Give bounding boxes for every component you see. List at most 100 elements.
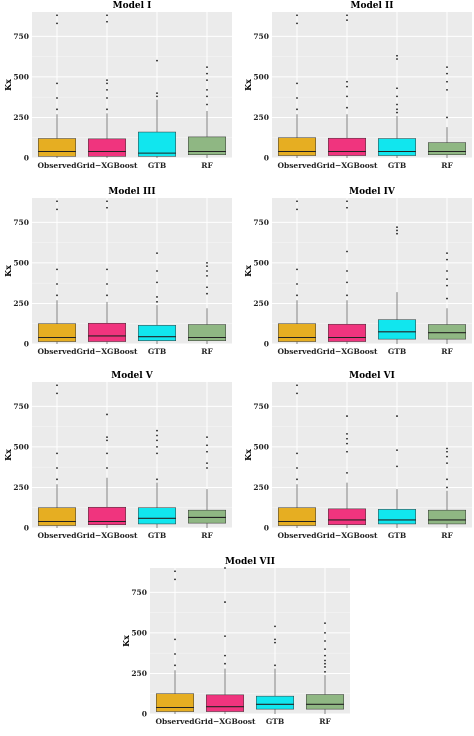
outlier-point — [346, 80, 348, 83]
outlier-point — [206, 261, 208, 264]
chart-title: Model III — [108, 187, 155, 197]
y-tick-label: 500 — [13, 442, 29, 451]
outlier-point — [106, 200, 108, 203]
outlier-point — [156, 252, 158, 255]
outlier-point — [324, 631, 326, 634]
y-tick-label: 0 — [264, 524, 269, 533]
x-tick-label: GTB — [148, 531, 166, 540]
outlier-point — [396, 232, 398, 235]
outlier-point — [174, 570, 176, 573]
outlier-point — [446, 252, 448, 255]
box-3 — [428, 252, 466, 344]
chart-title: Model VII — [225, 557, 275, 567]
outlier-point — [396, 95, 398, 98]
y-axis-label: Kx — [243, 265, 253, 277]
x-tick-label: GTB — [388, 531, 406, 540]
outlier-point — [156, 478, 158, 481]
outlier-point — [324, 654, 326, 657]
y-tick-label: 500 — [253, 72, 269, 81]
outlier-point — [156, 429, 158, 432]
outlier-point — [156, 281, 158, 284]
x-tick-label: Grid−XGBoost — [77, 531, 139, 540]
x-tick-label: GTB — [266, 717, 284, 726]
box-0 — [278, 200, 316, 344]
outlier-point — [446, 450, 448, 453]
outlier-point — [324, 670, 326, 673]
y-tick-label: 250 — [13, 483, 29, 492]
box-2 — [138, 59, 176, 158]
outlier-point — [224, 567, 226, 569]
box-body — [328, 137, 366, 156]
box-body — [378, 319, 416, 340]
box-body — [188, 136, 226, 156]
x-tick-label: Grid−XGBoost — [317, 161, 379, 170]
boxplot-svg: 0 250 500 750 Observed Grid−XGBoost GTB RF Kx Mod… — [243, 187, 472, 356]
outlier-point — [446, 66, 448, 69]
outlier-point — [206, 292, 208, 295]
outlier-point — [106, 283, 108, 285]
outlier-point — [156, 296, 158, 298]
boxplot-svg: 0 250 500 750 Observed Grid−XGBoost GTB RF Kx Mod… — [3, 371, 232, 540]
box-body — [428, 142, 466, 156]
panel-model-iii: 0 250 500 750 Observed Grid−XGBoost GTB RF Kx Mod… — [0, 186, 236, 366]
outlier-point — [106, 294, 108, 297]
outlier-point — [296, 478, 298, 481]
box-body — [378, 509, 416, 525]
outlier-point — [224, 654, 226, 657]
x-tick-label: Observed — [277, 161, 317, 170]
panel-model-vii: 0 250 500 750 Observed Grid−XGBoost GTB RF Kx Mod… — [118, 556, 354, 736]
outlier-point — [206, 103, 208, 106]
outlier-point — [156, 434, 158, 437]
plot-background — [32, 12, 232, 158]
box-0 — [38, 384, 76, 528]
y-tick-label: 750 — [253, 218, 269, 227]
box-1 — [328, 415, 366, 528]
outlier-point — [174, 653, 176, 655]
outlier-point — [56, 384, 58, 387]
box-2 — [378, 415, 416, 528]
outlier-point — [346, 415, 348, 417]
box-0 — [38, 200, 76, 344]
outlier-point — [56, 208, 58, 211]
outlier-point — [346, 294, 348, 297]
chart-title: Model II — [351, 1, 394, 11]
y-axis-label: Kx — [121, 635, 131, 647]
outlier-point — [296, 22, 298, 25]
outlier-point — [56, 283, 58, 285]
outlier-point — [56, 82, 58, 85]
box-body — [278, 137, 316, 156]
outlier-point — [106, 79, 108, 82]
x-tick-label: RF — [201, 161, 213, 170]
y-axis-label: Kx — [243, 79, 253, 91]
box-body — [38, 323, 76, 342]
box-0 — [278, 384, 316, 528]
y-tick-label: 250 — [253, 483, 269, 492]
outlier-point — [206, 265, 208, 268]
outlier-point — [156, 95, 158, 98]
outlier-point — [396, 54, 398, 57]
outlier-point — [206, 436, 208, 439]
outlier-point — [296, 283, 298, 285]
box-3 — [428, 66, 466, 158]
outlier-point — [206, 95, 208, 98]
y-tick-label: 0 — [24, 340, 29, 349]
box-3 — [188, 261, 226, 344]
x-tick-label: Observed — [155, 717, 195, 726]
y-axis-label: Kx — [3, 265, 13, 277]
outlier-point — [446, 88, 448, 91]
x-tick-label: GTB — [388, 347, 406, 356]
outlier-point — [106, 97, 108, 99]
outlier-point — [106, 20, 108, 23]
y-axis-label: Kx — [3, 79, 13, 91]
box-3 — [428, 447, 466, 528]
y-tick-label: 250 — [13, 113, 29, 122]
outlier-point — [206, 462, 208, 465]
outlier-point — [106, 88, 108, 91]
x-tick-label: RF — [319, 717, 331, 726]
box-0 — [38, 14, 76, 158]
box-body — [278, 507, 316, 526]
outlier-point — [56, 392, 58, 395]
box-1 — [88, 14, 126, 158]
outlier-point — [346, 95, 348, 98]
box-body — [278, 323, 316, 342]
